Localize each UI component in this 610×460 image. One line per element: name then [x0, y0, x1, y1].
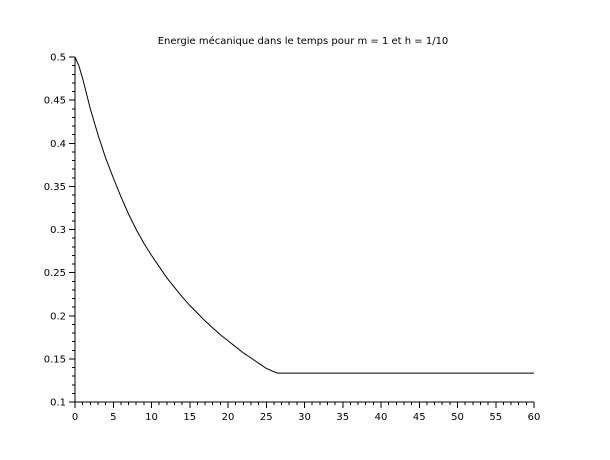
y-tick-label: 0.3: [50, 225, 66, 236]
y-tick-label: 0.45: [44, 96, 66, 107]
x-tick-label: 15: [183, 412, 196, 423]
plot-area: 0 5 10 15 20 25 30 35 40 45 50 55 60 0.1 0.15 0.2 0.25 0.…: [44, 53, 541, 424]
x-tick-label: 0: [72, 412, 78, 423]
x-tick-label: 50: [451, 412, 464, 423]
x-tick-label: 25: [260, 412, 273, 423]
series-line: [74, 56, 534, 374]
x-tick-label: 20: [222, 412, 235, 423]
y-tick-label: 0.1: [50, 398, 66, 409]
y-tick-label: 0.2: [50, 311, 66, 322]
x-tick-label: 60: [528, 412, 541, 423]
chart-title: Energie mécanique dans le temps pour m =…: [158, 35, 449, 47]
x-tick-label: 10: [145, 412, 158, 423]
y-tick-label: 0.15: [44, 354, 66, 365]
x-tick-label: 55: [489, 412, 502, 423]
x-tick-label: 40: [375, 412, 388, 423]
x-tick-label: 30: [298, 412, 311, 423]
x-tick-label: 45: [413, 412, 426, 423]
y-tick-label: 0.4: [50, 139, 66, 150]
y-tick-label: 0.5: [50, 53, 66, 64]
y-tick-label: 0.25: [44, 268, 66, 279]
y-tick-label: 0.35: [44, 182, 66, 193]
x-tick-label: 35: [336, 412, 349, 423]
x-tick-label: 5: [110, 412, 116, 423]
